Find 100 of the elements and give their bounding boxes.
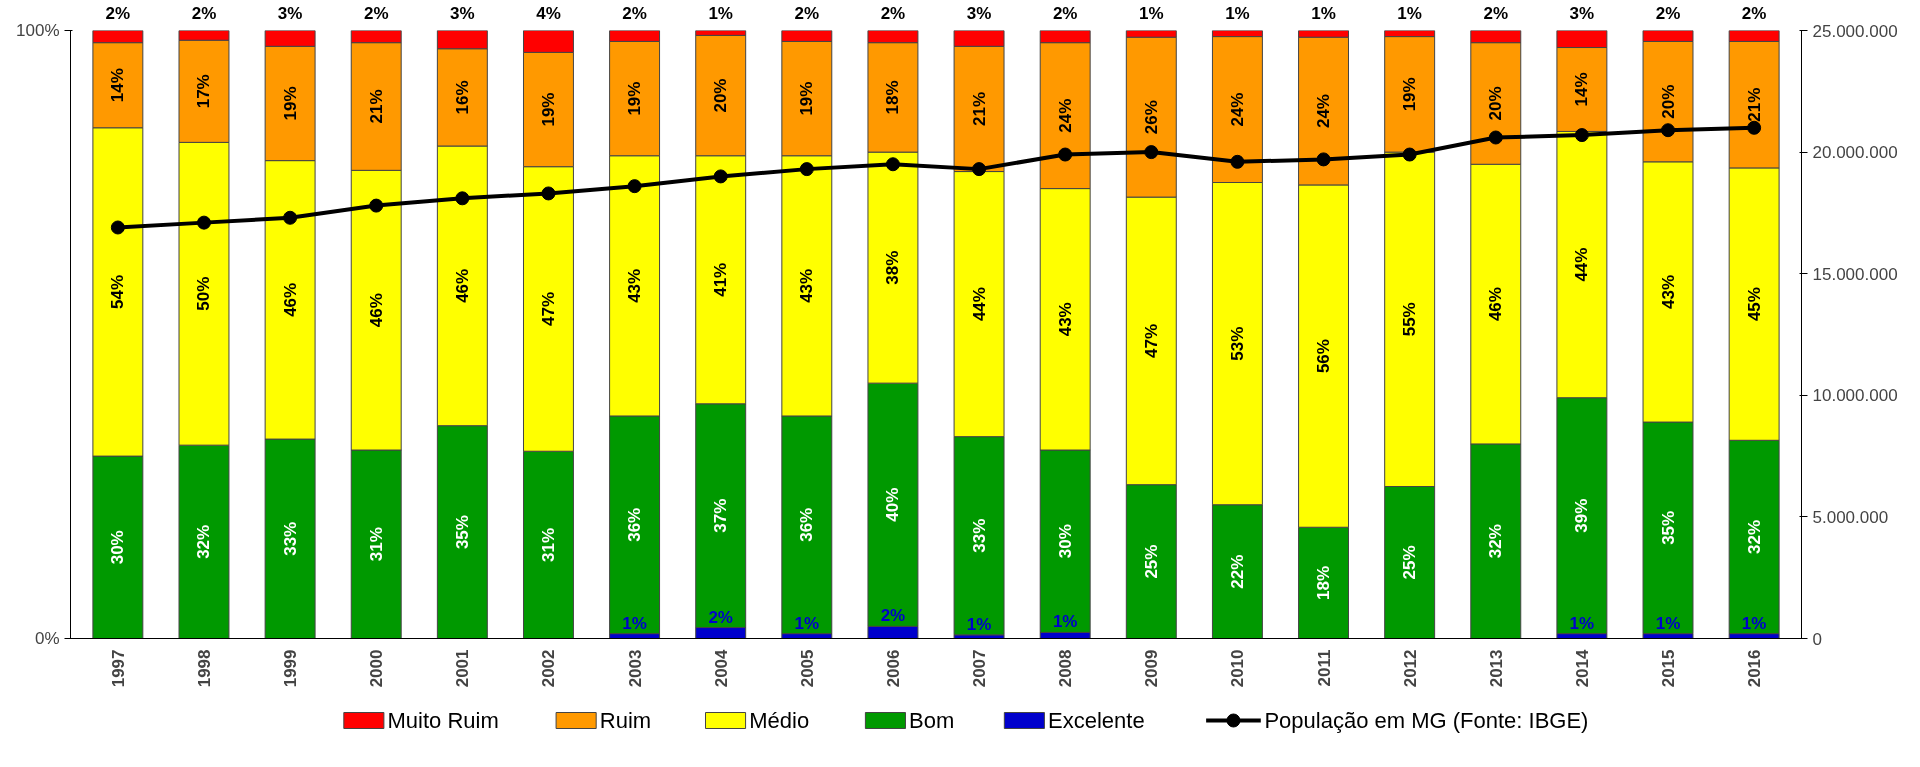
data-label: 43%: [1658, 274, 1678, 309]
data-label: 1%: [1741, 613, 1767, 633]
x-tick-label: 2002: [539, 649, 559, 688]
y2-tick-label: 5.000.000: [1812, 507, 1889, 527]
x-tick-label: 2006: [883, 649, 903, 688]
y-tick-label: 0%: [34, 629, 60, 648]
legend-label: Excelente: [1048, 708, 1145, 733]
data-label: 1%: [1655, 613, 1681, 633]
data-label: 45%: [1744, 287, 1764, 322]
data-label: 14%: [108, 68, 128, 103]
x-tick-label: 2004: [711, 648, 731, 688]
data-label: 30%: [108, 530, 128, 565]
data-label: 24%: [1055, 98, 1075, 133]
data-label: 2%: [1741, 3, 1767, 23]
data-label: 1%: [1397, 3, 1422, 23]
y2-tick-label: 20.000.000: [1812, 143, 1898, 163]
data-label: 26%: [1141, 100, 1161, 135]
y-tick-label: 100%: [16, 21, 60, 40]
data-label: 24%: [1227, 92, 1247, 127]
data-label: 19%: [538, 92, 558, 127]
data-label: 18%: [883, 80, 903, 115]
data-label: 17%: [194, 74, 214, 109]
y2-tick-label: 25.000.000: [1812, 21, 1898, 41]
data-label: 2%: [880, 3, 906, 23]
data-label: 20%: [1486, 86, 1506, 121]
data-label: 53%: [1227, 326, 1247, 361]
data-label: 2%: [191, 3, 217, 23]
data-label: 39%: [1572, 498, 1592, 533]
data-label: 44%: [1572, 247, 1592, 282]
data-label: 19%: [280, 86, 300, 121]
data-label: 2%: [105, 3, 131, 23]
data-label: 43%: [1055, 302, 1075, 337]
data-label: 18%: [1314, 565, 1334, 600]
data-label: 36%: [797, 507, 817, 542]
data-label: 47%: [1141, 323, 1161, 358]
data-label: 3%: [966, 3, 992, 23]
x-tick-label: 1999: [281, 649, 301, 688]
data-label: 1%: [708, 3, 733, 23]
data-label: 30%: [1055, 524, 1075, 559]
data-label: 21%: [1744, 87, 1764, 122]
x-tick-label: 2000: [367, 649, 387, 688]
x-tick-label: 2010: [1228, 649, 1248, 688]
data-label: 1%: [1052, 612, 1078, 632]
data-label: 50%: [194, 276, 214, 311]
data-label: 32%: [194, 524, 214, 559]
x-tick-label: 2003: [625, 649, 645, 688]
data-label: 2%: [363, 3, 389, 23]
data-label: 1%: [1225, 3, 1250, 23]
data-label: 35%: [1658, 510, 1678, 545]
data-label: 40%: [883, 487, 903, 522]
data-label: 21%: [969, 91, 989, 126]
data-label: 25%: [1400, 545, 1420, 580]
data-label: 31%: [366, 527, 386, 562]
data-label: 2%: [880, 606, 906, 626]
x-tick-label: 2001: [453, 649, 473, 688]
data-label: 1%: [794, 613, 820, 633]
data-label: 56%: [1314, 339, 1334, 374]
x-tick-label: 2012: [1400, 649, 1420, 688]
data-label: 1%: [966, 614, 992, 634]
data-label: 22%: [1227, 554, 1247, 589]
data-label: 21%: [366, 89, 386, 124]
data-label: 25%: [1141, 544, 1161, 579]
data-label: 1%: [622, 613, 647, 633]
x-tick-label: 2007: [970, 649, 990, 688]
data-label: 14%: [1572, 72, 1592, 107]
x-tick-label: 1997: [108, 649, 128, 688]
data-label: 31%: [538, 527, 558, 562]
data-label: 2%: [794, 3, 820, 23]
data-label: 3%: [1569, 3, 1595, 23]
data-label: 54%: [108, 274, 128, 309]
x-tick-label: 2014: [1572, 648, 1592, 688]
data-label: 1%: [1139, 3, 1164, 23]
data-label: 20%: [711, 78, 731, 113]
data-label: 35%: [452, 515, 472, 550]
x-tick-label: 2011: [1314, 649, 1334, 687]
legend-label: Ruim: [599, 708, 652, 733]
data-label: 2%: [708, 607, 733, 627]
x-tick-label: 2005: [797, 649, 817, 688]
data-label: 55%: [1400, 302, 1420, 337]
data-label: 46%: [366, 293, 386, 328]
data-label: 24%: [1314, 94, 1334, 129]
data-label: 46%: [1486, 287, 1506, 322]
legend-label: Bom: [909, 708, 955, 733]
data-label: 19%: [797, 81, 817, 116]
data-label: 33%: [280, 521, 300, 556]
data-label: 47%: [538, 291, 558, 326]
data-label: 19%: [625, 81, 645, 116]
data-label: 20%: [1658, 84, 1678, 119]
data-label: 41%: [711, 262, 731, 297]
data-label: 2%: [1483, 3, 1509, 23]
data-label: 43%: [797, 268, 817, 303]
data-label: 36%: [625, 507, 645, 542]
data-label: 32%: [1486, 524, 1506, 559]
data-label: 2%: [1655, 3, 1681, 23]
data-label: 16%: [452, 80, 472, 115]
data-label: 2%: [1052, 3, 1078, 23]
data-label: 37%: [711, 498, 731, 533]
data-label: 4%: [536, 3, 561, 23]
x-tick-label: 2008: [1056, 649, 1076, 688]
data-label: 19%: [1400, 77, 1420, 112]
